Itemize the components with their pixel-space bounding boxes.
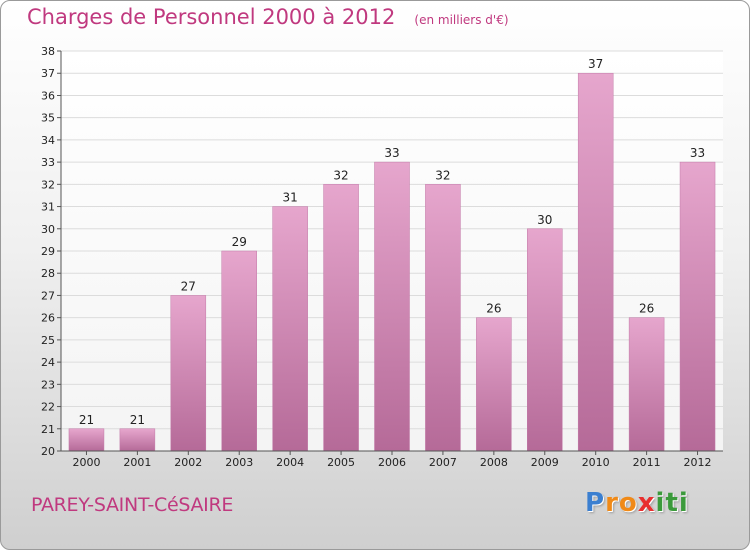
commune-name: PAREY-SAINT-CéSAIRE (31, 494, 234, 516)
bar-2004 (272, 206, 308, 452)
value-label: 21 (79, 413, 94, 427)
y-tick-label: 38 (41, 45, 55, 58)
y-tick-label: 37 (41, 67, 55, 80)
value-label: 26 (639, 302, 654, 316)
y-tick-label: 32 (41, 178, 55, 191)
proxiti-logo[interactable]: Proxiti (585, 488, 689, 518)
y-tick-label: 28 (41, 267, 55, 280)
logo-letter: r (605, 488, 619, 518)
logo-letter: i (678, 488, 689, 518)
value-label: 31 (283, 191, 298, 205)
x-tick-label: 2011 (633, 456, 661, 469)
bars (68, 72, 716, 452)
logo-letter: o (618, 488, 638, 518)
bar-2002 (170, 295, 207, 452)
y-axis: 20 21 22 23 24 25 26 27 28 29 30 31 32 33 34 35 36 37 38 (41, 45, 62, 458)
y-tick-label: 26 (41, 312, 55, 325)
y-tick-label: 29 (41, 245, 55, 258)
logo-letter: t (665, 488, 679, 518)
x-tick-label: 2008 (480, 456, 508, 469)
x-tick-label: 2004 (276, 456, 304, 469)
bar-2010 (577, 72, 614, 452)
y-tick-label: 31 (41, 201, 55, 214)
bar-2006 (374, 161, 410, 452)
bar-2012 (679, 161, 716, 452)
x-tick-label: 2009 (531, 456, 559, 469)
x-tick-label: 2007 (429, 456, 457, 469)
x-tick-label: 2001 (123, 456, 151, 469)
y-tick-label: 20 (41, 445, 55, 458)
value-label: 21 (130, 413, 145, 427)
y-tick-label: 34 (41, 134, 55, 147)
x-tick-label: 2002 (174, 456, 202, 469)
x-tick-label: 2010 (582, 456, 610, 469)
bar-2011 (628, 317, 665, 452)
bar-2000 (68, 428, 105, 452)
bar-2005 (323, 184, 359, 452)
y-tick-label: 27 (41, 289, 55, 302)
bar-2007 (425, 184, 461, 452)
x-tick-label: 2000 (72, 456, 100, 469)
y-tick-label: 33 (41, 156, 55, 169)
y-tick-label: 23 (41, 378, 55, 391)
x-tick-label: 2012 (684, 456, 712, 469)
x-tick-label: 2003 (225, 456, 253, 469)
bar-2003 (221, 250, 257, 452)
logo-letter: i (655, 488, 666, 518)
y-tick-label: 22 (41, 401, 55, 414)
bar-2009 (527, 228, 563, 452)
y-tick-label: 36 (41, 89, 55, 102)
value-labels: 21 21 27 29 31 32 33 32 26 30 37 26 33 (79, 57, 705, 427)
logo-letter: x (637, 488, 656, 518)
value-label: 32 (333, 168, 348, 182)
chart-subtitle: (en milliers d'€) (414, 13, 509, 27)
value-label: 37 (588, 57, 603, 71)
logo-letter: P (585, 488, 606, 518)
value-label: 30 (537, 213, 552, 227)
y-tick-label: 35 (41, 112, 55, 125)
chart-title: Charges de Personnel 2000 à 2012 (27, 5, 396, 29)
value-label: 33 (690, 146, 705, 160)
x-axis: 2000 2001 2002 2003 2004 2005 2006 2007 2008 2009… (61, 450, 723, 469)
value-label: 29 (232, 235, 247, 249)
y-tick-label: 30 (41, 223, 55, 236)
x-tick-label: 2006 (378, 456, 406, 469)
value-label: 26 (486, 302, 501, 316)
bar-2008 (476, 317, 512, 452)
x-tick-label: 2005 (327, 456, 355, 469)
bar-2001 (119, 428, 156, 452)
title-row: Charges de Personnel 2000 à 2012 (en mil… (27, 5, 509, 29)
y-tick-label: 25 (41, 334, 55, 347)
y-tick-label: 21 (41, 423, 55, 436)
value-label: 27 (181, 279, 196, 293)
y-tick-label: 24 (41, 356, 55, 369)
value-label: 32 (435, 168, 450, 182)
value-label: 33 (384, 146, 399, 160)
